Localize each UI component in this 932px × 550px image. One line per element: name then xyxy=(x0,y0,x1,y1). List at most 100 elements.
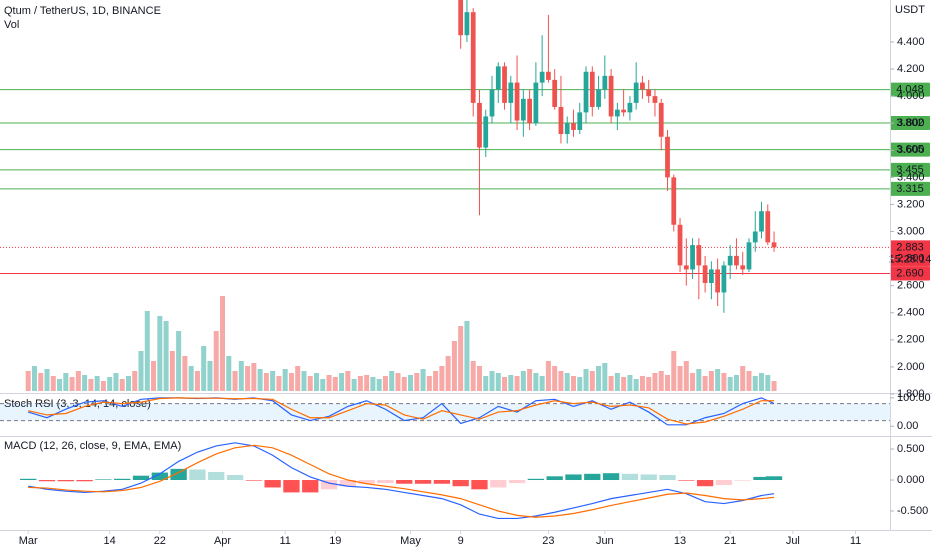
candle-body xyxy=(708,269,714,283)
candle-body xyxy=(665,136,670,178)
volume-bar xyxy=(270,371,276,391)
y-tick-label: 3.200 xyxy=(897,198,925,210)
macd-histogram xyxy=(358,480,375,484)
candle-body xyxy=(602,75,608,90)
candle-body xyxy=(608,75,614,117)
candle-body xyxy=(734,255,739,266)
x-tick-label: Mar xyxy=(19,535,38,547)
x-tick-label: 9 xyxy=(458,535,464,547)
volume-bar xyxy=(476,366,482,391)
candle-body xyxy=(727,255,733,266)
volume-bar xyxy=(382,376,388,391)
x-tick-label: 19 xyxy=(329,535,341,547)
candle-body xyxy=(740,265,746,270)
volume-bar xyxy=(495,373,501,391)
candle-body xyxy=(614,109,620,117)
volume-bar xyxy=(194,371,200,391)
volume-bar xyxy=(721,373,727,391)
macd-tick-label: -0.500 xyxy=(897,505,928,517)
volume-bar xyxy=(583,369,589,391)
x-tick-label: May xyxy=(400,535,421,547)
price-pane xyxy=(0,0,890,391)
volume-bar xyxy=(395,373,401,391)
y-tick-label: 2.600 xyxy=(897,280,925,292)
volume-bar xyxy=(759,373,765,391)
candle-body xyxy=(489,89,495,117)
macd-histogram xyxy=(765,476,783,481)
volume-bar xyxy=(38,373,44,391)
volume-bar xyxy=(771,381,777,391)
macd-histogram xyxy=(114,478,131,481)
level-label: 3.315 xyxy=(896,183,924,195)
volume-bar xyxy=(57,379,63,391)
level-label: 3.605 xyxy=(896,144,924,156)
volume-bar xyxy=(727,377,733,391)
macd-histogram xyxy=(734,480,751,481)
candle-body xyxy=(533,82,539,124)
macd-histogram xyxy=(226,475,244,481)
x-tick-label: Jun xyxy=(596,535,614,547)
level-label-box xyxy=(890,82,930,97)
macd-histogram xyxy=(414,480,432,484)
candle-body xyxy=(765,211,771,243)
volume-bar xyxy=(320,379,326,391)
macd-histogram xyxy=(659,475,676,481)
volume-bar xyxy=(288,373,294,391)
y-tick-label: 3.600 xyxy=(897,144,925,156)
last-price-box xyxy=(890,240,930,267)
volume-bar xyxy=(545,361,551,391)
macd-tick-label: 0.500 xyxy=(897,443,925,455)
stoch-tick-label: 0.00 xyxy=(897,420,918,432)
candle-body xyxy=(577,112,583,130)
candle-body xyxy=(746,242,752,270)
candle-body xyxy=(671,177,677,225)
volume-bar xyxy=(596,366,602,391)
y-tick-label: 3.400 xyxy=(897,171,925,183)
macd-histogram xyxy=(283,480,300,493)
volume-bar xyxy=(245,366,251,391)
candle-body xyxy=(683,265,689,270)
candle-body xyxy=(640,82,645,90)
y-tick-label: 4.000 xyxy=(897,90,925,102)
candle-body xyxy=(721,265,727,293)
candle-body xyxy=(464,12,470,36)
macd-histogram xyxy=(546,476,563,481)
macd-histogram xyxy=(621,473,639,481)
volume-bar xyxy=(100,381,106,391)
volume-bar xyxy=(345,371,351,391)
candle-body xyxy=(759,211,764,232)
macd-histogram xyxy=(151,472,168,481)
volume-bar xyxy=(577,377,583,391)
volume-bar xyxy=(201,346,207,391)
level-label-box xyxy=(890,115,930,130)
volume-bar xyxy=(182,356,188,391)
candle-body xyxy=(520,98,526,121)
volume-bar xyxy=(696,369,702,391)
macd-histogram xyxy=(584,473,601,481)
volume-bar xyxy=(602,363,608,391)
candle-body xyxy=(546,71,551,80)
y-tick-label: 4.200 xyxy=(897,63,925,75)
volume-bar xyxy=(715,369,721,391)
candle-body xyxy=(552,79,558,107)
volume-bar xyxy=(564,373,570,391)
volume-bar xyxy=(614,373,620,391)
volume-bar xyxy=(94,376,100,391)
macd-line xyxy=(28,442,775,520)
volume-bar xyxy=(570,376,576,391)
volume-bar xyxy=(44,369,50,391)
volume-bar xyxy=(364,375,370,391)
y-tick-label: 2.000 xyxy=(897,361,925,373)
candle-body xyxy=(508,82,514,103)
volume-bar xyxy=(652,373,658,391)
volume-bar xyxy=(470,361,476,391)
volume-bar xyxy=(301,371,307,391)
volume-bar xyxy=(445,356,451,391)
symbol-title[interactable]: Qtum / TetherUS, 1D, BINANCE xyxy=(4,5,161,17)
volume-bar xyxy=(539,376,545,391)
candle-body xyxy=(502,66,507,103)
level-label: 2.690 xyxy=(896,267,924,279)
volume-bar xyxy=(82,375,88,391)
volume-bar xyxy=(508,375,514,391)
